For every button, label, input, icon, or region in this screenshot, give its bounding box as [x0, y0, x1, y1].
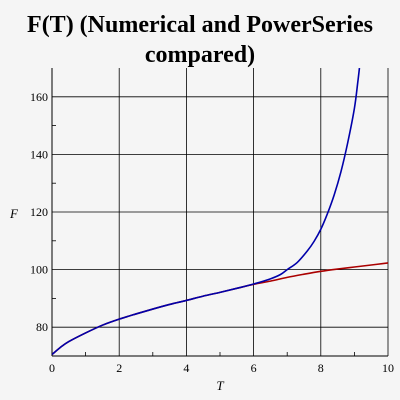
x-tick-label: 4 [183, 361, 189, 375]
chart-title-line-1: F(T) (Numerical and PowerSeries [27, 12, 373, 38]
x-tick-label: 10 [382, 361, 394, 375]
y-axis-label: F [9, 206, 19, 221]
series-numerical-line [52, 68, 361, 356]
grid [51, 68, 389, 356]
y-tick-label: 140 [30, 147, 48, 161]
series-layer [52, 68, 388, 356]
x-tick-label: 2 [116, 361, 122, 375]
y-tick-label: 120 [30, 205, 48, 219]
chart-title-line-2: compared) [145, 42, 255, 68]
tick-labels: 0 2 4 6 8 10 80 100 120 140 160 [30, 90, 394, 375]
y-tick-label: 80 [36, 320, 48, 334]
x-tick-label: 8 [318, 361, 324, 375]
x-tick-label: 6 [251, 361, 257, 375]
y-tick-label: 160 [30, 90, 48, 104]
x-axis-label: T [216, 378, 224, 393]
axes [51, 68, 388, 357]
y-tick-label: 100 [30, 263, 48, 277]
x-tick-label: 0 [49, 361, 55, 375]
